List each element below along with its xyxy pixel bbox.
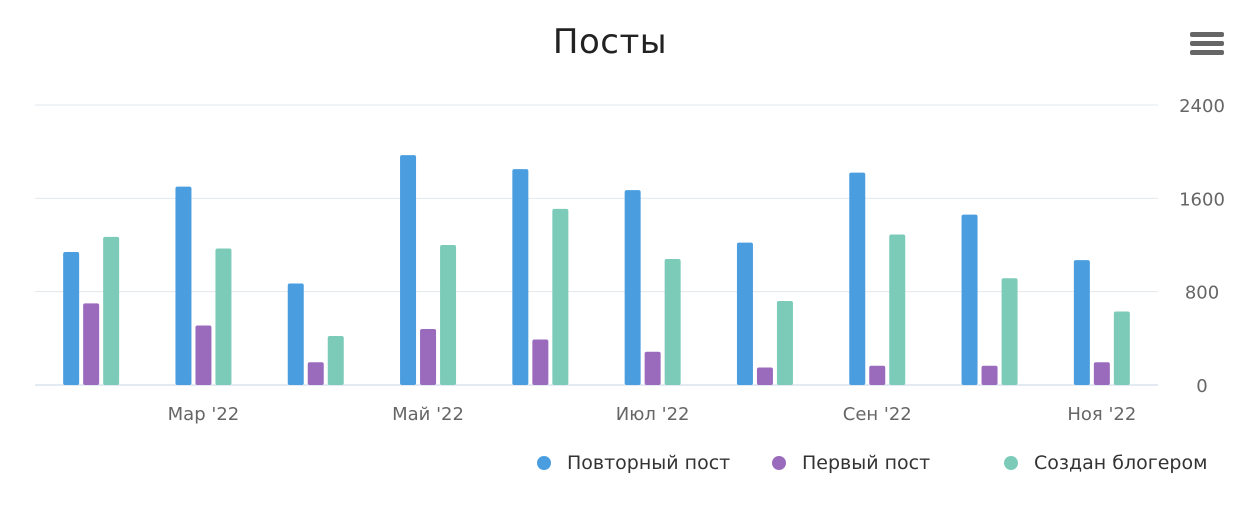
bar	[440, 245, 457, 385]
bar	[624, 190, 641, 385]
legend-label: Первый пост	[802, 452, 931, 474]
bar	[175, 186, 192, 385]
bar	[63, 252, 80, 385]
bar	[1093, 362, 1110, 385]
bar	[420, 329, 437, 385]
legend-marker	[772, 456, 786, 470]
bar	[552, 208, 569, 385]
legend-label: Повторный пост	[567, 452, 731, 474]
x-tick-label: Май '22	[392, 404, 464, 425]
bar	[961, 214, 978, 385]
bar	[532, 339, 549, 385]
legend-item[interactable]: Первый пост	[772, 448, 930, 478]
bar	[736, 242, 753, 385]
bar	[1001, 278, 1018, 385]
bar	[1073, 260, 1090, 385]
bar	[756, 367, 773, 385]
y-tick-label: 0	[1196, 376, 1207, 397]
bar	[981, 365, 998, 385]
x-tick-label: Сен '22	[843, 404, 912, 425]
bar	[849, 172, 866, 385]
x-tick-label: Мар '22	[168, 404, 240, 425]
bar	[83, 303, 100, 385]
legend-item[interactable]: Создан блогером	[1004, 448, 1207, 478]
bar	[307, 362, 324, 385]
bar	[889, 234, 906, 385]
bar	[644, 351, 661, 385]
y-tick-label: 800	[1185, 283, 1219, 304]
y-tick-label: 2400	[1179, 96, 1225, 117]
legend-marker	[1004, 456, 1018, 470]
x-tick-label: Июл '22	[616, 404, 690, 425]
bar	[103, 236, 120, 385]
menu-icon[interactable]	[1190, 32, 1224, 60]
plot-area: 0 800 1600 2400 Мар '22 Май '22 Июл '22 Сен '22…	[35, 96, 1225, 425]
legend-marker	[537, 456, 551, 470]
legend: Повторный пост Первый пост Создан блогером	[0, 448, 1256, 478]
x-tick-label: Ноя '22	[1067, 404, 1136, 425]
legend-label: Создан блогером	[1034, 452, 1208, 474]
bar	[664, 259, 681, 385]
bar	[512, 169, 529, 385]
chart-title: Посты	[552, 22, 668, 62]
bar	[776, 301, 793, 385]
bar	[327, 336, 344, 385]
bar	[869, 365, 886, 385]
bar	[1113, 311, 1130, 385]
legend-item[interactable]: Повторный пост	[537, 448, 730, 478]
bar	[195, 325, 212, 385]
bar	[287, 283, 304, 385]
bar	[215, 248, 232, 385]
y-tick-label: 1600	[1179, 189, 1225, 210]
bar	[400, 155, 417, 385]
